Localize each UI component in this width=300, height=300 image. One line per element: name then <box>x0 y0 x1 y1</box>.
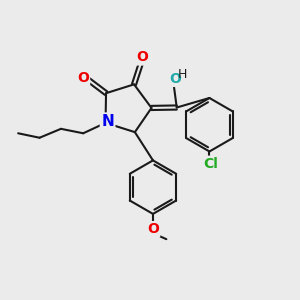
Text: N: N <box>101 114 114 129</box>
Text: O: O <box>77 71 89 85</box>
Text: Cl: Cl <box>203 157 218 171</box>
Text: H: H <box>178 68 188 81</box>
Text: O: O <box>147 222 159 236</box>
Text: O: O <box>136 50 148 64</box>
Text: O: O <box>169 72 181 86</box>
